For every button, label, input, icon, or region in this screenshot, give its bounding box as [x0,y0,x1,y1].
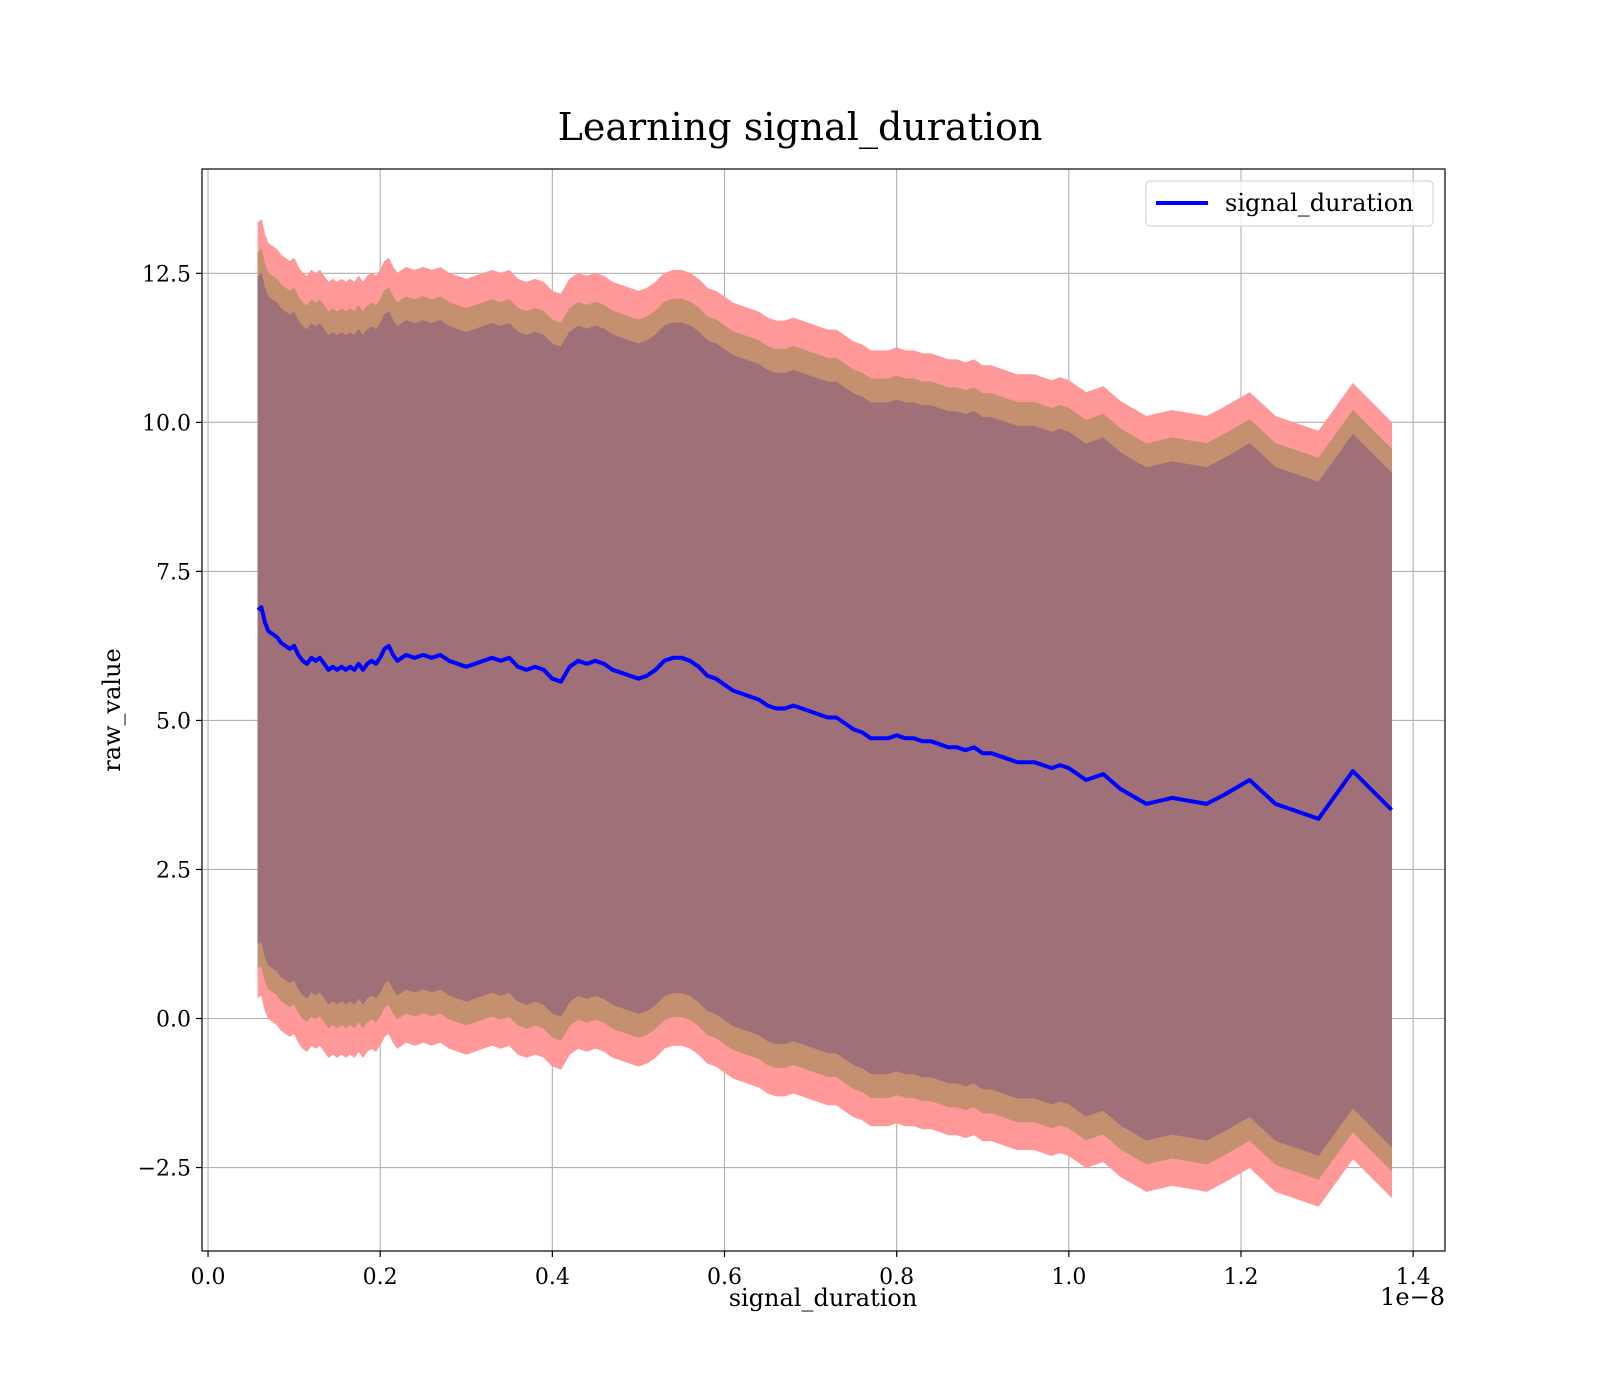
x-tick-label: 0.2 [363,1265,398,1290]
x-tick-label: 0.0 [191,1265,226,1290]
y-tick-label: −2.5 [138,1157,191,1182]
plot-frame [201,168,1446,1252]
x-tick-label: 0.4 [535,1265,570,1290]
y-axis-label: raw_value [98,648,126,772]
series-lines [256,605,1394,821]
y-tick-label: 10.0 [142,411,191,436]
legend: signal_duration [1145,180,1434,227]
confidence-bands [257,218,1392,1207]
legend-label: signal_duration [1225,189,1414,217]
x-tick-label: 0.8 [879,1265,914,1290]
series-line-signal-duration [256,605,1394,821]
y-tick-label: 7.5 [156,560,191,585]
x-tick-label: 1.2 [1223,1265,1258,1290]
x-tick-label: 1.0 [1051,1265,1086,1290]
x-axis-label: signal_duration [729,1284,918,1312]
y-tick-label: 5.0 [156,709,191,734]
x-axis-offset-label: 1e−8 [1380,1283,1445,1311]
y-axis-ticks: −2.5 0.0 2.5 5.0 7.5 10.0 12.5 [138,262,202,1182]
x-tick-label: 0.6 [707,1265,742,1290]
y-tick-label: 12.5 [142,262,191,287]
x-tick-label: 1.4 [1396,1265,1431,1290]
y-tick-label: 0.0 [156,1008,191,1033]
x-axis-ticks: 0.0 0.2 0.4 0.6 0.8 1.0 1.2 1.4 [191,1251,1431,1290]
legend-box [1145,180,1434,227]
y-tick-label: 2.5 [156,858,191,883]
chart-title: Learning signal_duration [558,105,1043,150]
